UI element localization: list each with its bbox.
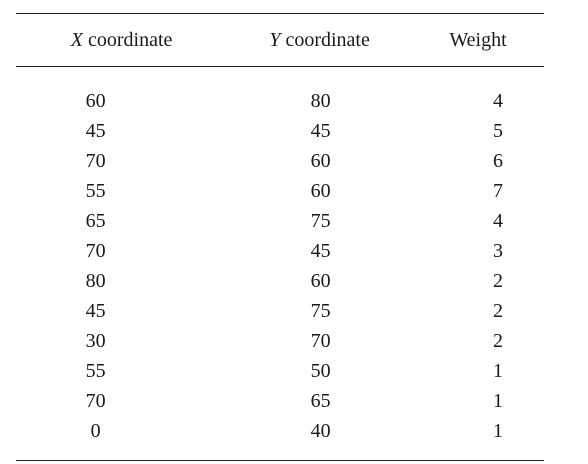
header-weight: Weight bbox=[412, 14, 544, 66]
table-header: X coordinate Y coordinate Weight bbox=[16, 14, 544, 66]
y-cell: 65 bbox=[310, 390, 331, 412]
x-cell: 45 bbox=[85, 300, 106, 322]
table-row: 45 75 2 bbox=[16, 296, 544, 326]
weight-cell: 2 bbox=[492, 300, 503, 322]
x-cell: 70 bbox=[85, 240, 106, 262]
table-row: 30 70 2 bbox=[16, 326, 544, 356]
table-row: 0 40 1 bbox=[16, 416, 544, 446]
table-row: 45 45 5 bbox=[16, 116, 544, 146]
table-row: 55 50 1 bbox=[16, 356, 544, 386]
x-cell: 30 bbox=[85, 330, 106, 352]
y-cell: 80 bbox=[310, 90, 331, 112]
y-cell: 60 bbox=[310, 180, 331, 202]
coordinate-table: X coordinate Y coordinate Weight bbox=[16, 14, 544, 66]
weight-cell: 4 bbox=[492, 210, 503, 232]
header-y-coordinate: Y coordinate bbox=[227, 14, 412, 66]
y-header-label: coordinate bbox=[280, 28, 370, 51]
y-cell: 40 bbox=[310, 420, 331, 442]
weight-cell: 2 bbox=[492, 270, 503, 292]
table-row: 65 75 4 bbox=[16, 206, 544, 236]
header-row: X coordinate Y coordinate Weight bbox=[16, 14, 544, 66]
weight-cell: 6 bbox=[492, 150, 503, 172]
x-cell: 70 bbox=[85, 390, 106, 412]
y-cell: 70 bbox=[310, 330, 331, 352]
table-row: 70 65 1 bbox=[16, 386, 544, 416]
x-cell: 65 bbox=[85, 210, 106, 232]
weight-header-label: Weight bbox=[449, 28, 507, 51]
weight-cell: 5 bbox=[492, 120, 503, 142]
weight-cell: 1 bbox=[492, 420, 503, 442]
weight-cell: 1 bbox=[492, 360, 503, 382]
y-cell: 45 bbox=[310, 240, 331, 262]
spacer bbox=[16, 67, 544, 86]
x-cell: 0 bbox=[90, 420, 101, 442]
table-row: 55 60 7 bbox=[16, 176, 544, 206]
coordinate-table-body: 60 80 4 45 45 5 70 60 6 55 60 7 65 75 4 70 45 3 80 60 2 45 75 2… bbox=[16, 86, 544, 446]
data-table: X coordinate Y coordinate Weight 60 80 4 45… bbox=[16, 13, 544, 461]
top-rule bbox=[16, 13, 544, 14]
table-body: 60 80 4 45 45 5 70 60 6 55 60 7 65 75 4 70 45 3 80 60 2 45 75 2… bbox=[16, 86, 544, 446]
x-cell: 70 bbox=[85, 150, 106, 172]
x-cell: 45 bbox=[85, 120, 106, 142]
table-row: 80 60 2 bbox=[16, 266, 544, 296]
y-cell: 75 bbox=[310, 210, 331, 232]
y-cell: 60 bbox=[310, 150, 331, 172]
x-cell: 60 bbox=[85, 90, 106, 112]
x-cell: 55 bbox=[85, 180, 106, 202]
y-cell: 60 bbox=[310, 270, 331, 292]
bottom-rule bbox=[16, 460, 544, 461]
y-cell: 50 bbox=[310, 360, 331, 382]
spacer bbox=[16, 446, 544, 460]
weight-cell: 3 bbox=[492, 240, 503, 262]
x-header-label: coordinate bbox=[83, 28, 173, 51]
table-row: 70 45 3 bbox=[16, 236, 544, 266]
y-cell: 75 bbox=[310, 300, 331, 322]
weight-cell: 4 bbox=[492, 90, 503, 112]
table-row: 60 80 4 bbox=[16, 86, 544, 116]
y-variable: Y bbox=[269, 28, 281, 51]
weight-cell: 1 bbox=[492, 390, 503, 412]
weight-cell: 2 bbox=[492, 330, 503, 352]
y-cell: 45 bbox=[310, 120, 331, 142]
table-row: 70 60 6 bbox=[16, 146, 544, 176]
header-rule bbox=[16, 66, 544, 67]
header-x-coordinate: X coordinate bbox=[16, 14, 227, 66]
x-cell: 55 bbox=[85, 360, 106, 382]
weight-cell: 7 bbox=[492, 180, 503, 202]
x-cell: 80 bbox=[85, 270, 106, 292]
x-variable: X bbox=[70, 28, 83, 51]
